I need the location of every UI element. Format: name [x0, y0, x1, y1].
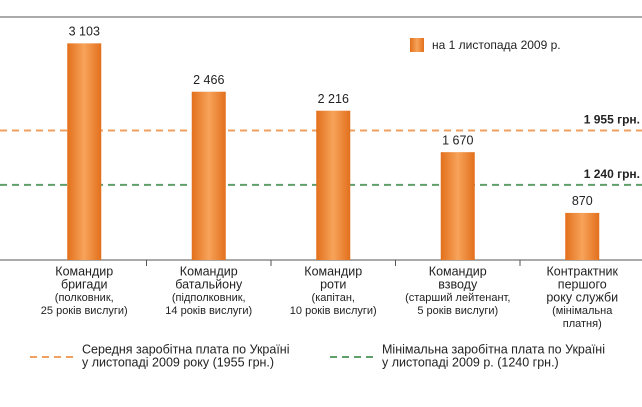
legend-swatch	[410, 38, 424, 52]
bar	[316, 110, 351, 260]
bar	[440, 152, 475, 260]
bar	[67, 43, 102, 260]
legend-text: Мінімальна заробітна плата по Україні	[382, 342, 605, 356]
x-tick-label: року служби	[546, 290, 618, 304]
value-label: 2 466	[193, 73, 224, 87]
value-label: 870	[572, 194, 593, 208]
x-tick-label: Командир	[304, 264, 362, 278]
x-tick-label: (полковник,	[55, 292, 114, 304]
legend-label: на 1 листопада 2009 р.	[432, 38, 561, 52]
x-tick-label: платня)	[563, 318, 602, 330]
legend-text: у листопаді 2009 року (1955 грн.)	[82, 355, 274, 369]
x-tick-label: (підполковник,	[172, 292, 246, 304]
x-tick-label: (мінімальна	[552, 305, 613, 317]
x-tick-label: бригади	[61, 277, 108, 291]
legend-text: Середня заробітна плата по Україні	[82, 342, 289, 356]
x-tick-label: Командир	[55, 264, 113, 278]
x-tick-label: взводу	[438, 277, 478, 291]
x-tick-label: Командир	[429, 264, 487, 278]
x-tick-label: 10 років вислуги)	[290, 305, 377, 317]
value-label: 1 670	[442, 133, 473, 147]
x-tick-label: 25 років вислуги)	[41, 305, 128, 317]
x-tick-label: 5 років вислуги)	[417, 305, 498, 317]
reference-label: 1 240 грн.	[584, 167, 640, 181]
bar	[565, 212, 600, 260]
value-label: 3 103	[69, 25, 100, 39]
reference-label: 1 955 грн.	[584, 113, 640, 127]
x-tick-label: Командир	[180, 264, 238, 278]
x-tick-label: Контрактник	[547, 264, 619, 278]
x-tick-label: (старший лейтенант,	[405, 292, 510, 304]
legend-text: у листопаді 2009 р. (1240 грн.)	[382, 355, 559, 369]
x-tick-label: роти	[320, 277, 346, 291]
value-label: 2 216	[318, 92, 349, 106]
x-tick-label: батальйону	[175, 277, 243, 291]
x-tick-label: (капітан,	[312, 292, 355, 304]
bar	[191, 91, 226, 260]
x-tick-label: 14 років вислуги)	[165, 305, 252, 317]
x-tick-label: першого	[558, 277, 607, 291]
